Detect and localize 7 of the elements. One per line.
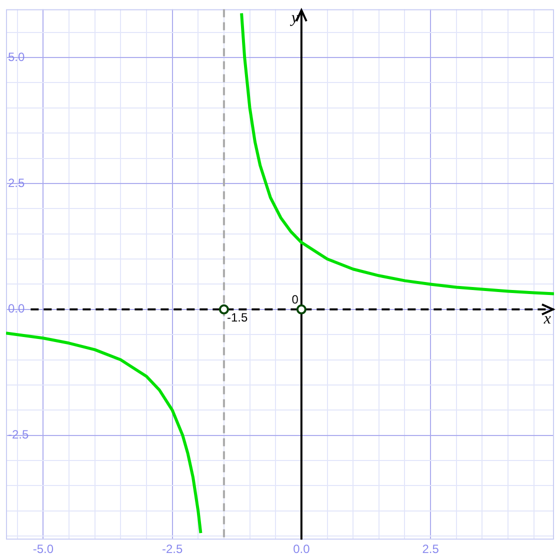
x-tick-label: -5.0: [32, 542, 54, 556]
x-tick-label: -2.5: [162, 542, 183, 556]
x-tick-label: 0.0: [293, 542, 310, 556]
x-tick-label: 2.5: [422, 542, 440, 556]
annotation: -1.5: [226, 310, 248, 325]
x-axis-title: x: [542, 310, 551, 328]
annotation: 0: [292, 292, 299, 307]
